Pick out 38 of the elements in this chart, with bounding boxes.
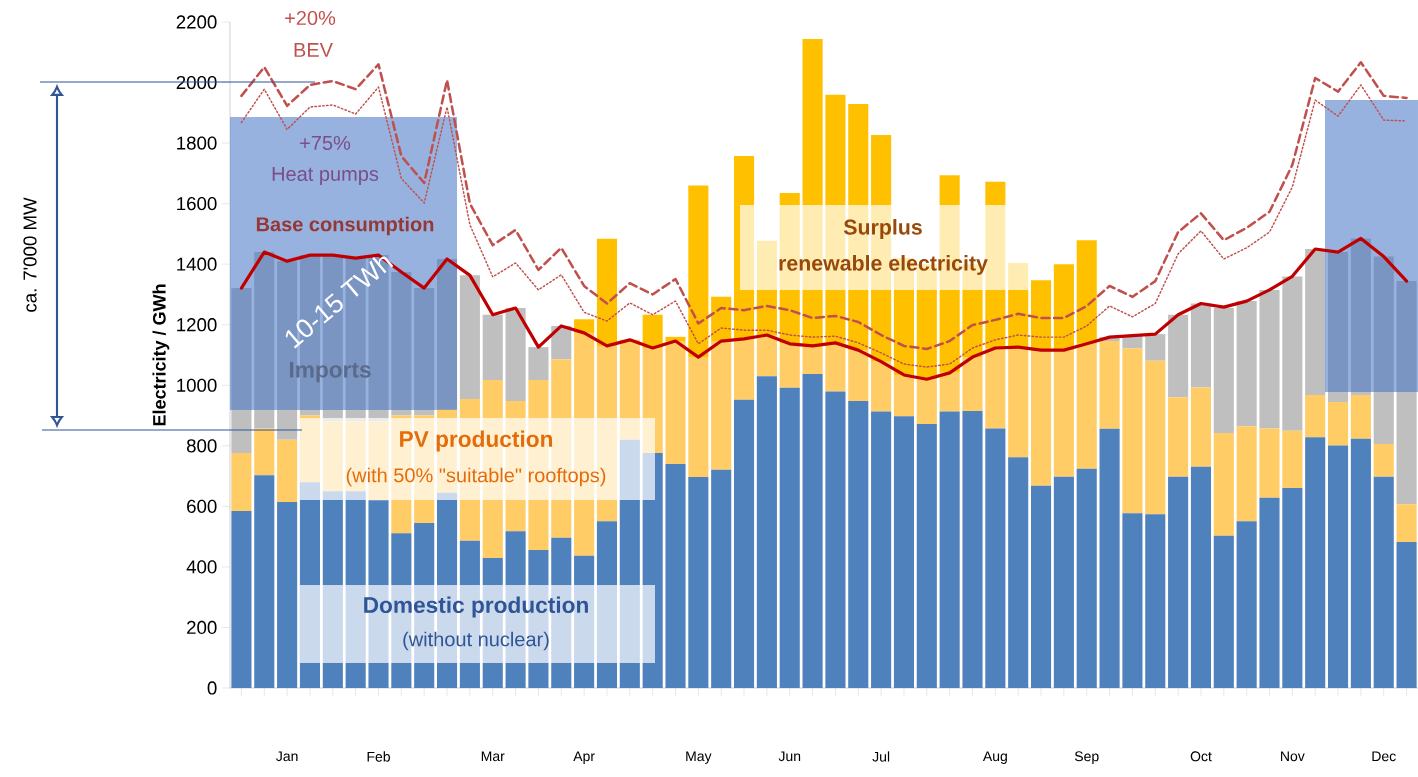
annotation: +75% xyxy=(300,135,351,151)
y-axis-title: Electricity / GWh xyxy=(152,284,170,426)
x-tick-label: Feb xyxy=(367,751,390,762)
text: ca. 7'000 MW xyxy=(23,197,37,312)
annotation: Surplus xyxy=(843,219,922,239)
y-tick-label: 0 xyxy=(207,681,217,695)
x-tick-label: May xyxy=(686,751,712,764)
y-tick-label: 400 xyxy=(186,560,217,574)
x-tick-label: Aug xyxy=(982,751,1007,764)
annotation: +20% xyxy=(285,10,336,26)
annotation: Base consumption xyxy=(256,216,434,236)
y-tick-label: 200 xyxy=(187,620,217,635)
y-tick-label: 1000 xyxy=(177,378,217,392)
x-tick-label: Apr xyxy=(573,751,595,764)
annotation: renewable electricity xyxy=(779,255,988,275)
x-tick-label: Jan xyxy=(276,751,298,762)
x-tick-label: Oct xyxy=(1190,751,1212,762)
x-tick-label: Jun xyxy=(778,751,801,762)
y-tick-label: 1600 xyxy=(177,197,217,211)
annotation: Domestic production xyxy=(364,596,588,618)
x-tick-label: Dec xyxy=(1372,751,1396,762)
annotation: Heat pumps xyxy=(272,167,379,185)
y-tick-label: 600 xyxy=(187,499,217,513)
x-tick-label: Nov xyxy=(1281,751,1305,762)
y-tick-label: 1200 xyxy=(177,318,217,332)
x-tick-label: Sep xyxy=(1074,751,1099,765)
x-tick-label: Jul xyxy=(872,751,890,762)
y-tick-label: 2000 xyxy=(176,75,217,90)
annotation: (without nuclear) xyxy=(403,631,549,651)
y-tick-label: 1400 xyxy=(177,257,217,271)
y-tick-label: 1800 xyxy=(177,136,217,150)
y-tick-label: 2200 xyxy=(176,15,217,29)
annotation: BEV xyxy=(294,43,333,57)
x-tick-label: Mar xyxy=(481,751,505,762)
y-tick-label: 800 xyxy=(186,439,217,453)
annotation: Imports xyxy=(289,361,371,383)
annotation: PV production xyxy=(400,430,553,452)
annotation: (with 50% "suitable" rooftops) xyxy=(346,467,606,487)
